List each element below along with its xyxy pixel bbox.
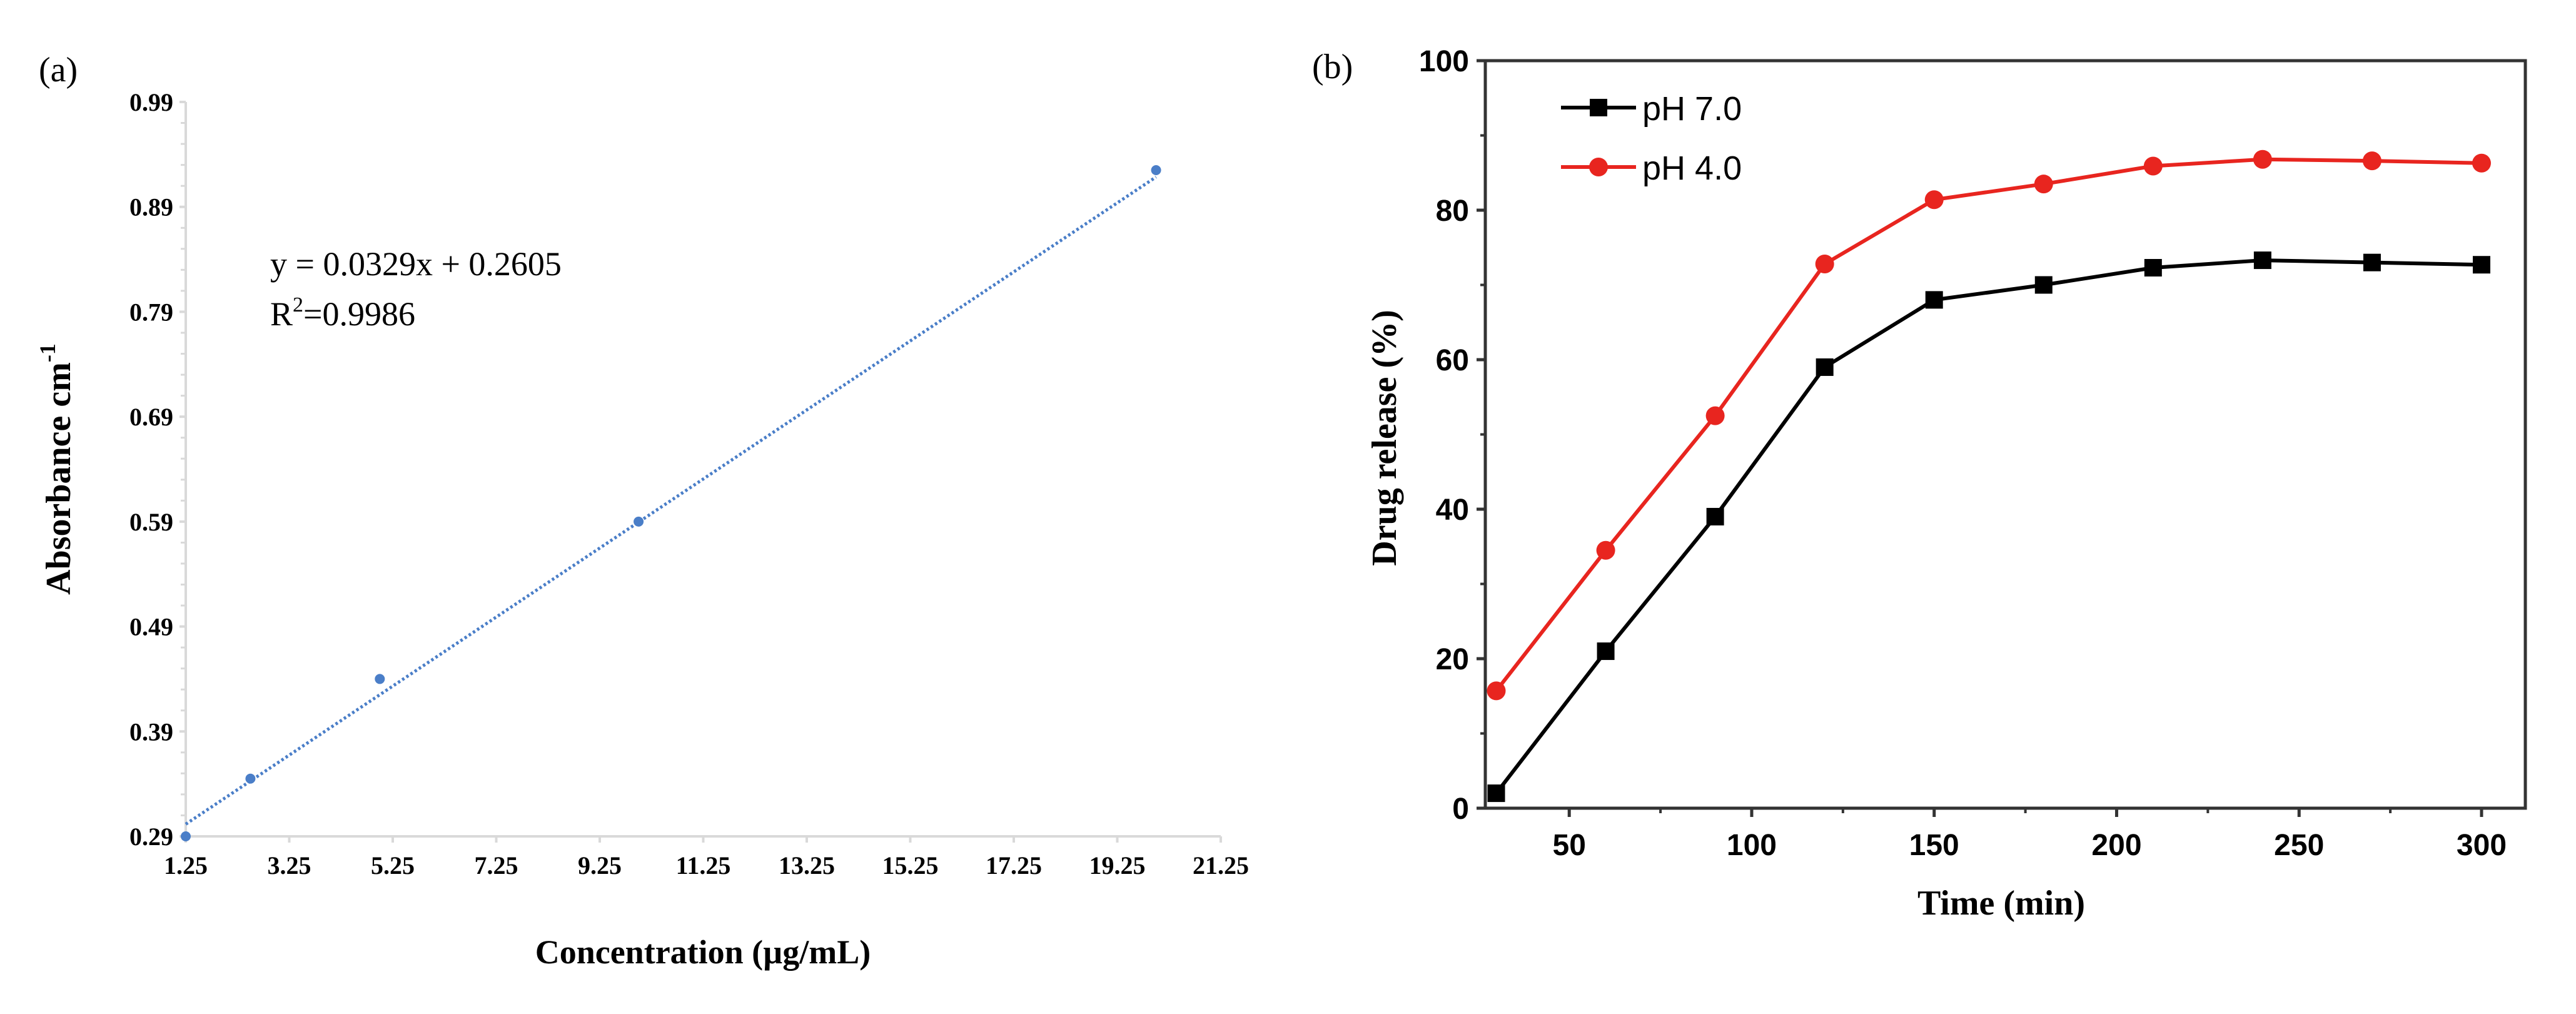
x-tick-label: 9.25 — [578, 851, 622, 880]
data-point-square — [2472, 256, 2490, 274]
chart-b-ylabel: Drug release (%) — [1365, 310, 1404, 566]
y-tick-label: 20 — [1436, 643, 1469, 676]
data-point-circle — [2143, 156, 2163, 176]
x-tick-label: 50 — [1553, 829, 1586, 862]
data-point-square — [2034, 276, 2053, 294]
x-tick-label: 13.25 — [779, 851, 835, 880]
x-tick-label: 17.25 — [986, 851, 1042, 880]
data-point-square — [1925, 291, 1943, 309]
x-tick-label: 200 — [2091, 829, 2141, 862]
x-tick-label: 300 — [2457, 829, 2507, 862]
r2-superscript: 2 — [293, 293, 303, 317]
data-point — [634, 516, 644, 527]
chart-a-axes — [179, 101, 1222, 843]
r2-value: =0.9986 — [303, 295, 415, 333]
data-point-circle — [1705, 406, 1725, 425]
data-point-circle — [1596, 540, 1615, 560]
chart-a-y-tick-labels: 0.29 0.39 0.49 0.59 0.69 0.79 0.89 0.99 — [129, 88, 173, 851]
legend-label: pH 7.0 — [1642, 90, 1742, 128]
series-ph-4-0 — [1487, 150, 2491, 701]
data-point-circle — [2472, 153, 2491, 173]
data-point-circle — [1487, 681, 1506, 701]
y-tick-label: 0.49 — [129, 613, 173, 641]
x-tick-label: 250 — [2274, 829, 2324, 862]
r2-label: R — [270, 295, 293, 333]
y-tick-label: 0.39 — [129, 717, 173, 746]
data-point — [245, 773, 256, 784]
data-point-circle — [1924, 190, 1944, 210]
chart-b-axes — [1477, 59, 2527, 817]
chart-b-legend: pH 4.0 pH 7.0 — [1561, 90, 1742, 187]
x-tick-label: 19.25 — [1089, 851, 1146, 880]
panel-label-b: (b) — [1312, 48, 1353, 86]
ylabel-text: Absorbance cm — [39, 362, 78, 595]
data-point-square — [2253, 251, 2271, 270]
x-tick-label: 15.25 — [882, 851, 939, 880]
x-tick-label: 3.25 — [268, 851, 311, 880]
data-point — [1151, 165, 1161, 176]
data-point-circle — [1815, 255, 1834, 274]
series-line — [1495, 258, 2482, 794]
series-ph-7-0 — [1487, 251, 2490, 803]
ylabel-superscript: -1 — [35, 343, 60, 362]
chart-a-ylabel: Absorbance cm-1 — [35, 343, 78, 595]
chart-a-x-tick-labels: 1.25 3.25 5.25 7.25 9.25 11.25 13.25 15.25 17.25… — [164, 851, 1249, 880]
data-point — [181, 831, 191, 841]
y-tick-label: 0 — [1452, 793, 1469, 826]
plot-frame — [1483, 59, 2527, 810]
data-point-circle — [2253, 150, 2272, 169]
data-point-circle — [2034, 175, 2053, 194]
chart-b-series — [1487, 150, 2491, 803]
chart-b-x-tick-labels: 50 100 150 200 250 300 — [1553, 829, 2507, 862]
chart-b-xlabel: Time (min) — [1917, 884, 2085, 923]
data-point — [375, 674, 385, 684]
y-tick-label: 0.29 — [129, 823, 173, 851]
data-point-square — [2363, 253, 2381, 271]
data-point-square — [1487, 784, 1505, 803]
chart-a: (a) 1.25 3.25 5.25 7.25 9.25 11.25 13.25 15.25 1… — [35, 51, 1249, 971]
x-tick-label: 11.25 — [676, 851, 731, 880]
panel-label-a: (a) — [39, 51, 78, 89]
y-tick-label: 0.99 — [129, 88, 173, 116]
x-tick-label: 5.25 — [371, 851, 415, 880]
data-point-square — [1706, 507, 1724, 525]
data-point-square — [2144, 259, 2162, 277]
data-point-circle — [2362, 151, 2382, 171]
series-line — [1495, 157, 2482, 692]
x-tick-label: 21.25 — [1193, 851, 1249, 880]
trendline — [184, 175, 1157, 826]
chart-b-y-tick-labels: 0 20 40 60 80 100 — [1419, 45, 1469, 826]
x-tick-label: 150 — [1909, 829, 1959, 862]
y-tick-label: 0.79 — [129, 298, 173, 326]
x-tick-label: 1.25 — [164, 851, 208, 880]
chart-a-xlabel: Concentration (µg/mL) — [535, 933, 871, 971]
legend-circle-marker — [1589, 158, 1608, 176]
chart-b: (b) 50 100 150 200 250 300 0 20 40 60 80 100 pH 4.… — [1312, 45, 2527, 923]
x-tick-label: 100 — [1727, 829, 1777, 862]
y-tick-label: 40 — [1436, 494, 1469, 527]
legend-square-marker — [1590, 99, 1607, 116]
y-tick-label: 0.59 — [129, 508, 173, 536]
y-tick-label: 100 — [1419, 45, 1469, 78]
y-tick-label: 80 — [1436, 195, 1469, 228]
x-tick-label: 7.25 — [475, 851, 518, 880]
chart-a-trendline — [184, 175, 1157, 826]
legend-label: pH 4.0 — [1642, 150, 1742, 187]
data-point-square — [1597, 642, 1615, 661]
chart-a-r2: R2=0.9986 — [270, 293, 415, 333]
chart-a-equation: y = 0.0329x + 0.2605 — [270, 245, 562, 283]
chart-a-points — [181, 165, 1161, 841]
y-tick-label: 0.89 — [129, 193, 173, 221]
y-tick-label: 0.69 — [129, 403, 173, 431]
data-point-square — [1816, 358, 1834, 376]
y-tick-label: 60 — [1436, 344, 1469, 377]
